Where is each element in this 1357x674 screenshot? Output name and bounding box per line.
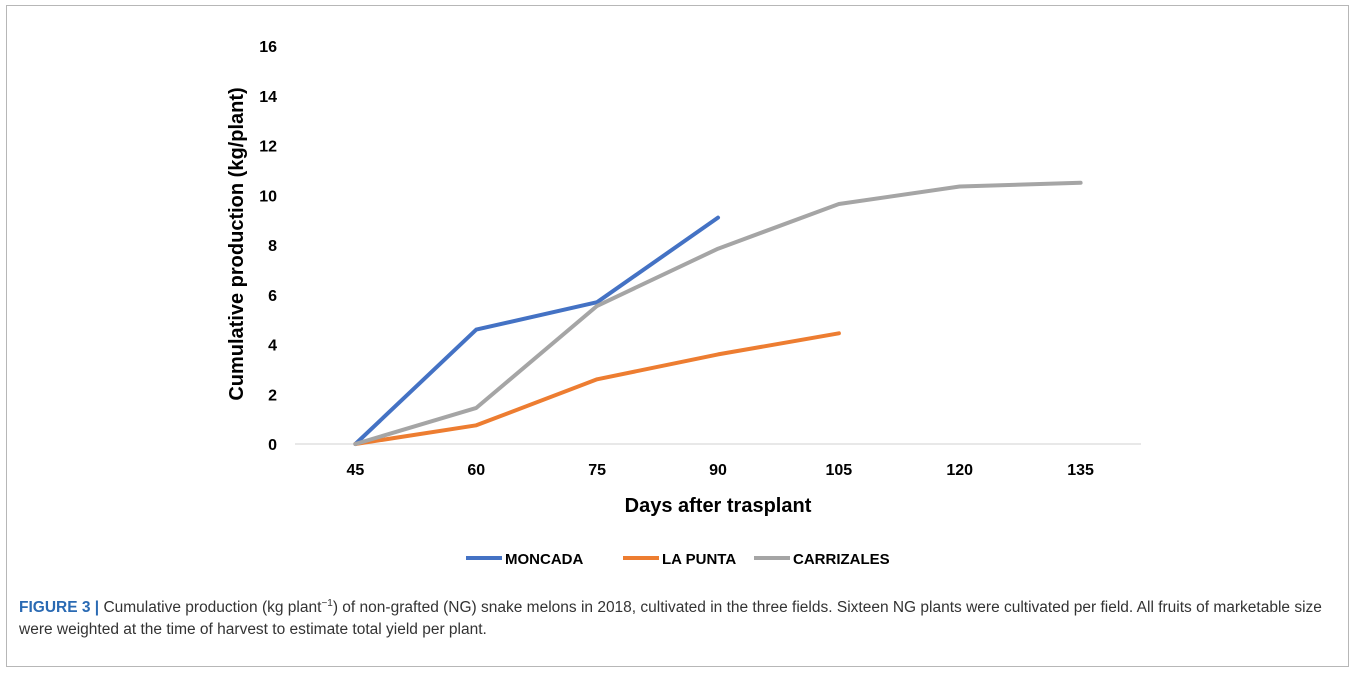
y-axis-label: Cumulative production (kg/plant) (226, 87, 248, 400)
series-line-carrizales (353, 180, 1083, 446)
x-tick-label: 75 (588, 462, 606, 479)
y-tick-label: 2 (268, 387, 277, 404)
caption-superscript: −1 (321, 598, 333, 609)
y-tick-label: 12 (259, 139, 277, 156)
caption-text-before: Cumulative production (kg plant (99, 599, 322, 617)
figure-frame (6, 5, 1349, 667)
y-tick-label: 10 (259, 188, 277, 205)
series-line-la-punta (353, 331, 841, 446)
y-tick-label: 8 (268, 238, 277, 255)
y-tick-label: 6 (268, 288, 277, 305)
legend-label-moncada: MONCADA (505, 551, 583, 568)
x-axis-label: Days after trasplant (625, 495, 812, 517)
y-tick-label: 0 (268, 437, 277, 454)
chart-legend: MONCADA LA PUNTA CARRIZALES (466, 551, 890, 568)
caption-text-after: ) of non-grafted (NG) snake melons in 20… (19, 599, 1322, 639)
y-tick-label: 14 (259, 89, 277, 106)
x-tick-label: 135 (1067, 462, 1094, 479)
series-lines (353, 180, 1083, 446)
legend-label-carrizales: CARRIZALES (793, 551, 890, 568)
figure-label: FIGURE 3 | (19, 599, 100, 617)
x-tick-label: 90 (709, 462, 727, 479)
x-axis-ticks: 45 60 75 90 105 120 135 (347, 462, 1094, 479)
legend-label-la-punta: LA PUNTA (662, 551, 736, 568)
line-chart: 0 2 4 6 8 10 12 14 16 45 60 75 90 105 120 135 Cumulati… (226, 39, 1141, 568)
y-axis-ticks: 0 2 4 6 8 10 12 14 16 (259, 39, 277, 454)
y-tick-label: 16 (259, 39, 277, 56)
series-line-moncada (353, 215, 720, 446)
x-tick-label: 45 (347, 462, 365, 479)
x-tick-label: 120 (946, 462, 973, 479)
y-tick-label: 4 (268, 338, 277, 355)
figure-caption: FIGURE 3 | Cumulative production (kg pla… (19, 593, 1344, 641)
x-tick-label: 105 (826, 462, 853, 479)
x-tick-label: 60 (467, 462, 485, 479)
